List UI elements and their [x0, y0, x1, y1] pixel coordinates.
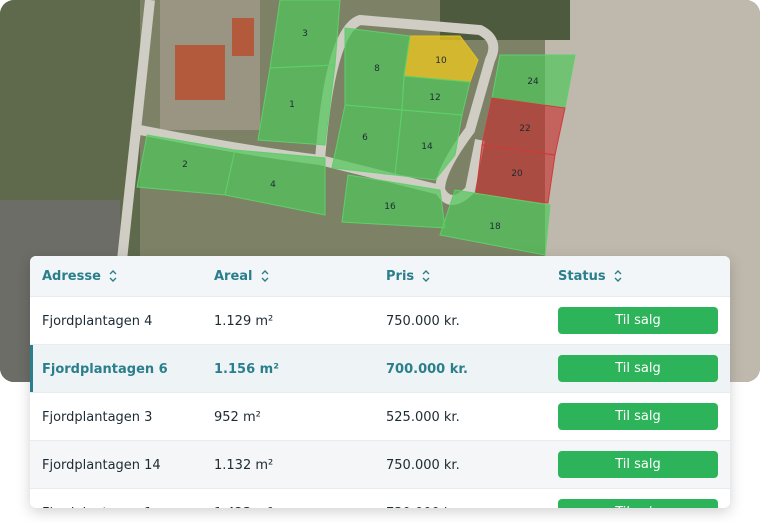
plot-label: 10	[435, 56, 447, 66]
table-cell: Fjordplantagen 1	[42, 489, 152, 509]
trees	[440, 0, 570, 40]
column-header[interactable]: Pris	[386, 256, 430, 296]
plot-label: 20	[511, 169, 523, 179]
header-text: Status	[558, 268, 606, 284]
header-text: Areal	[214, 268, 253, 284]
roof	[175, 45, 225, 100]
status-button[interactable]: Til salg	[558, 499, 718, 508]
status-button[interactable]: Til salg	[558, 403, 718, 430]
table-cell: 1.423 m²	[214, 489, 273, 509]
sort-icon	[261, 270, 269, 282]
plot[interactable]	[439, 189, 551, 256]
column-header[interactable]: Areal	[214, 256, 269, 296]
table-cell: 750.000 kr.	[386, 313, 460, 329]
plot-label: 4	[270, 180, 276, 190]
table-cell: 1.129 m²	[214, 313, 274, 329]
status-button[interactable]: Til salg	[558, 451, 718, 478]
plot-label: 22	[519, 124, 530, 134]
table-cell: 1.132 m²	[214, 457, 274, 473]
sort-icon	[422, 270, 430, 282]
header-text: Pris	[386, 268, 415, 284]
plot-label: 6	[362, 133, 368, 143]
header-text: Adresse	[42, 268, 101, 284]
column-header[interactable]: Adresse	[42, 256, 117, 296]
table-cell: 525.000 kr.	[386, 409, 460, 425]
table-cell: 700.000 kr.	[386, 361, 468, 377]
plot-label: 8	[374, 64, 380, 74]
plot[interactable]	[394, 109, 463, 181]
sort-icon	[109, 270, 117, 282]
table-cell: Fjordplantagen 6	[42, 361, 168, 377]
plot-label: 14	[421, 142, 433, 152]
table-cell: Fjordplantagen 3	[42, 409, 153, 425]
table-row[interactable]: Fjordplantagen 1 1.423 m² 730.000 kr. Til s…	[30, 488, 730, 508]
table-row[interactable]: Fjordplantagen 4 1.129 m² 750.000 kr. Til s…	[30, 296, 730, 345]
plot[interactable]	[257, 64, 336, 146]
plot[interactable]	[224, 149, 326, 216]
table-cell: Fjordplantagen 4	[42, 313, 153, 329]
plot-label: 3	[302, 29, 308, 39]
plot-label: 2	[182, 160, 188, 170]
plot-label: 12	[429, 93, 440, 103]
table-cell: 952 m²	[214, 409, 261, 425]
table-row[interactable]: Fjordplantagen 3 952 m² 525.000 kr. Til sal…	[30, 392, 730, 441]
table-cell: Fjordplantagen 14	[42, 457, 161, 473]
column-header[interactable]: Status	[558, 256, 622, 296]
status-button[interactable]: Til salg	[558, 307, 718, 334]
sort-icon	[614, 270, 622, 282]
header-row: Adresse Areal Pris Status	[30, 256, 730, 296]
plot-label: 24	[527, 77, 539, 87]
plot[interactable]	[475, 144, 556, 204]
plot-label: 18	[489, 222, 501, 232]
roof	[232, 18, 254, 56]
table-row[interactable]: Fjordplantagen 6 1.156 m² 700.000 kr. Til s…	[30, 344, 730, 393]
table-cell: 750.000 kr.	[386, 457, 460, 473]
plot-label: 1	[289, 100, 295, 110]
plot-table: Adresse Areal Pris Status Fjordplantagen 4 1.…	[30, 256, 730, 508]
table-row[interactable]: Fjordplantagen 14 1.132 m² 750.000 kr. Til …	[30, 440, 730, 489]
status-button[interactable]: Til salg	[558, 355, 718, 382]
plot-label: 16	[384, 202, 396, 212]
table-cell: 1.156 m²	[214, 361, 279, 377]
table-cell: 730.000 kr.	[386, 489, 460, 509]
